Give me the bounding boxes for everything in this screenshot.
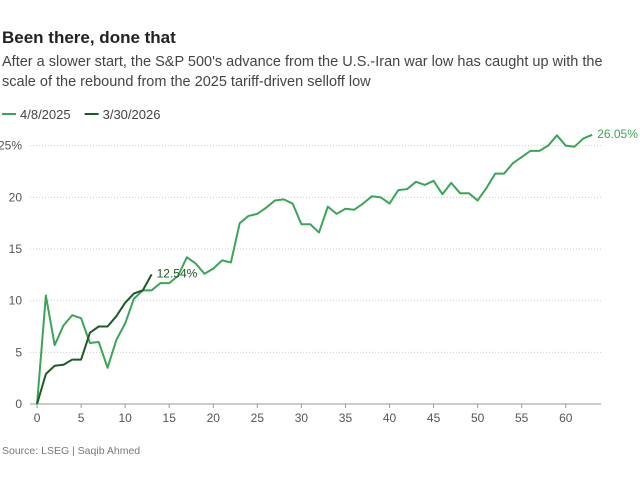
y-tick-label: 10: [9, 294, 23, 308]
y-tick-label: 15: [9, 242, 23, 256]
value-label: 12.54%: [157, 266, 198, 280]
source: Source: LSEG | Saqib Ahmed: [2, 445, 140, 457]
x-tick-label: 5: [78, 411, 85, 425]
y-tick-label: 5: [15, 345, 22, 359]
x-tick-label: 15: [163, 411, 177, 425]
series-line: [36, 273, 153, 405]
y-tick-label: 20: [9, 190, 23, 204]
x-tick-label: 50: [471, 411, 485, 425]
x-tick-label: 0: [34, 411, 41, 425]
chart-title: Been there, done that: [2, 28, 176, 47]
x-tick-label: 40: [383, 411, 397, 425]
legend-label: 4/8/2025: [20, 107, 71, 122]
value-label: 26.05%: [597, 127, 638, 141]
x-tick-label: 35: [339, 411, 353, 425]
x-tick-label: 45: [427, 411, 441, 425]
subtitle: After a slower start, the S&P 500's adva…: [2, 54, 603, 90]
series-line: [36, 133, 593, 405]
y-tick-label: 0: [15, 397, 22, 411]
y-tick-label: 25%: [0, 139, 22, 153]
legend-label: 3/30/2026: [103, 107, 161, 122]
x-tick-label: 25: [251, 411, 265, 425]
x-tick-label: 55: [515, 411, 529, 425]
x-tick-label: 30: [295, 411, 309, 425]
x-tick-label: 60: [559, 411, 573, 425]
x-tick-label: 20: [207, 411, 221, 425]
x-tick-label: 10: [118, 411, 132, 425]
